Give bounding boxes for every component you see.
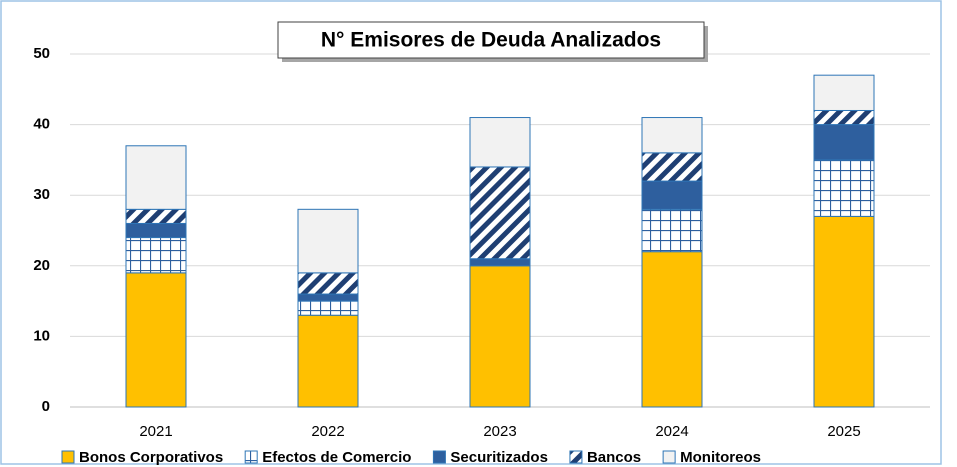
bar-segment [297,272,359,295]
bar-segment [297,208,359,274]
legend-swatch [569,450,583,464]
title-box [277,21,705,59]
bar-segment [297,314,359,408]
y-tick-label: 10 [33,327,50,344]
bar-segment [469,265,531,408]
legend-swatch [662,450,676,464]
bar-segment [813,74,875,111]
bar-segment [813,109,875,126]
bar-segment [125,145,187,210]
bar-segment [641,180,703,210]
bar-segment [297,300,359,316]
bar-segment [813,124,875,161]
x-tick-label: 2024 [655,423,688,440]
legend-label: Bancos [587,449,641,466]
y-tick-label: 0 [42,398,50,415]
y-tick-label: 50 [33,45,50,62]
legend-label: Bonos Corporativos [79,449,223,466]
bar-segment [813,215,875,408]
y-tick-label: 30 [33,186,50,203]
bar-segment [641,251,703,408]
legend-swatch [244,450,258,464]
legend-label: Efectos de Comercio [262,449,411,466]
x-tick-label: 2022 [311,423,344,440]
y-tick-label: 40 [33,116,50,133]
bar-segment [469,117,531,168]
legend-label: Monitoreos [680,449,761,466]
bar-segment [125,222,187,239]
legend-swatch [432,450,446,464]
y-tick-label: 20 [33,257,50,274]
bar-segment [813,159,875,217]
bar-segment [469,258,531,267]
bar-segment [469,166,531,260]
bar-segment [641,208,703,253]
bar-segment [125,237,187,274]
bar-segment [641,152,703,182]
bar-segment [641,117,703,154]
x-tick-label: 2021 [139,423,172,440]
legend-label: Securitizados [450,449,548,466]
bar-segment [125,208,187,224]
bar-segment [125,272,187,408]
x-tick-label: 2023 [483,423,516,440]
bar-segment [297,293,359,302]
legend-swatch [61,450,75,464]
x-tick-label: 2025 [827,423,860,440]
chart-title: N° Emisores de Deuda Analizados [321,29,661,52]
